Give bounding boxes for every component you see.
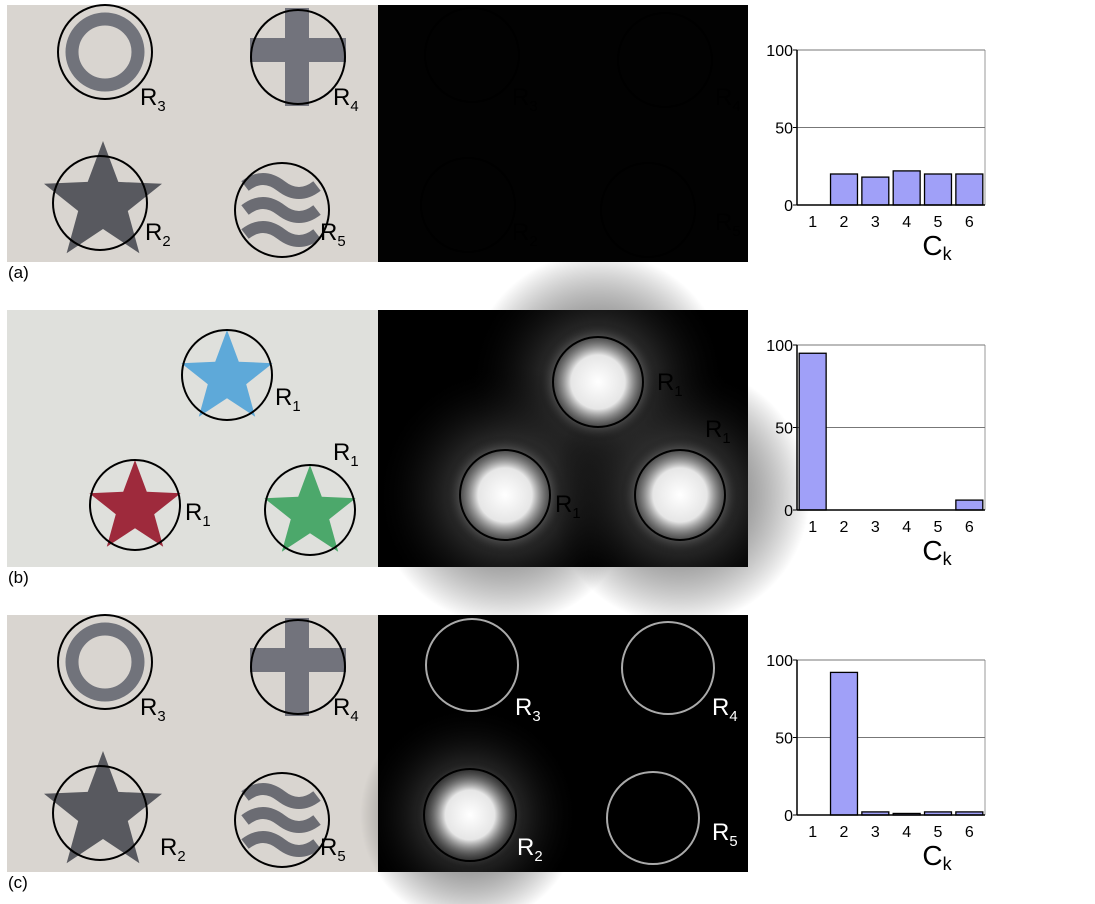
region-letter: R [515, 694, 532, 721]
region-index: 3 [157, 709, 165, 725]
region-letter: R [715, 209, 732, 236]
region-letter: R [275, 384, 292, 411]
region-index: 3 [529, 99, 537, 115]
region-letter: R [140, 694, 157, 721]
y-tick-label: 50 [775, 121, 793, 138]
region-index: 2 [529, 234, 537, 250]
region-index: 4 [729, 709, 737, 725]
x-tick-label: 6 [965, 214, 974, 231]
x-axis-label: Ck [922, 230, 952, 264]
x-axis-label-sub: k [943, 244, 953, 264]
region-index: 2 [534, 849, 542, 865]
glow [620, 435, 740, 555]
region-index: 1 [674, 384, 682, 400]
x-tick-label: 4 [902, 824, 911, 841]
region-letter: R [705, 416, 722, 443]
y-tick-label: 100 [766, 653, 793, 670]
x-tick-label: 6 [965, 824, 974, 841]
region-index: 2 [162, 234, 170, 250]
y-tick-label: 100 [766, 338, 793, 355]
region-index: 4 [350, 99, 358, 115]
x-tick-label: 1 [808, 519, 817, 536]
x-tick-label: 1 [808, 824, 817, 841]
region-index: 1 [722, 431, 730, 447]
cross-shape [285, 618, 309, 716]
region-letter: R [715, 84, 732, 111]
x-tick-label: 1 [808, 214, 817, 231]
region-index: 2 [177, 849, 185, 865]
region-index: 1 [572, 506, 580, 522]
region-index: 4 [732, 99, 740, 115]
x-tick-label: 4 [902, 214, 911, 231]
region-letter: R [320, 834, 337, 861]
region-index: 5 [732, 224, 740, 240]
x-tick-label: 2 [840, 519, 849, 536]
x-axis-label: Ck [922, 535, 952, 569]
region-letter: R [140, 84, 157, 111]
y-tick-label: 0 [784, 503, 793, 520]
x-tick-label: 3 [871, 214, 880, 231]
region-letter: R [145, 219, 162, 246]
bar [799, 353, 826, 510]
x-axis-label-sub: k [943, 854, 953, 874]
x-tick-label: 4 [902, 519, 911, 536]
x-axis-label-main: C [922, 535, 942, 566]
y-tick-label: 100 [766, 43, 793, 60]
region-index: 1 [292, 399, 300, 415]
x-axis-label-sub: k [943, 549, 953, 569]
y-tick-label: 50 [775, 421, 793, 438]
region-letter: R [712, 819, 729, 846]
region-letter: R [555, 491, 572, 518]
bar [893, 171, 920, 205]
region-index: 3 [532, 709, 540, 725]
y-tick-label: 0 [784, 198, 793, 215]
region-letter: R [185, 499, 202, 526]
glow [538, 322, 658, 442]
glow [445, 435, 565, 555]
y-tick-label: 50 [775, 731, 793, 748]
glow [415, 760, 525, 870]
region-index: 5 [337, 234, 345, 250]
x-axis-label-main: C [922, 840, 942, 871]
region-letter: R [512, 84, 529, 111]
region-letter: R [712, 694, 729, 721]
x-tick-label: 2 [840, 824, 849, 841]
region-letter: R [320, 219, 337, 246]
x-tick-label: 5 [934, 824, 943, 841]
x-axis-label-main: C [922, 230, 942, 261]
y-tick-label: 0 [784, 808, 793, 825]
panel-label: (b) [8, 568, 29, 587]
region-index: 3 [157, 99, 165, 115]
x-tick-label: 5 [934, 519, 943, 536]
x-tick-label: 3 [871, 519, 880, 536]
bar [862, 177, 889, 205]
x-tick-label: 2 [840, 214, 849, 231]
region-letter: R [657, 369, 674, 396]
region-letter: R [160, 834, 177, 861]
region-index: 4 [350, 709, 358, 725]
bar [956, 500, 983, 510]
region-letter: R [333, 84, 350, 111]
region-index: 1 [202, 514, 210, 530]
x-tick-label: 5 [934, 214, 943, 231]
region-index: 5 [337, 849, 345, 865]
cross-shape [285, 8, 309, 106]
region-letter: R [512, 219, 529, 246]
bar [925, 174, 952, 205]
region-index: 1 [350, 454, 358, 470]
region-letter: R [517, 834, 534, 861]
figure: (a)R3R4R2R5R3R4R2R5(b)R1R1R1R1R1R1(c)R3R… [0, 0, 1095, 904]
bar [831, 672, 858, 815]
region-letter: R [333, 694, 350, 721]
panel-label: (a) [8, 263, 29, 282]
bar [956, 174, 983, 205]
region-index: 5 [729, 834, 737, 850]
bar [831, 174, 858, 205]
x-tick-label: 6 [965, 519, 974, 536]
panel-label: (c) [8, 873, 28, 892]
x-axis-label: Ck [922, 840, 952, 874]
x-tick-label: 3 [871, 824, 880, 841]
region-letter: R [333, 439, 350, 466]
